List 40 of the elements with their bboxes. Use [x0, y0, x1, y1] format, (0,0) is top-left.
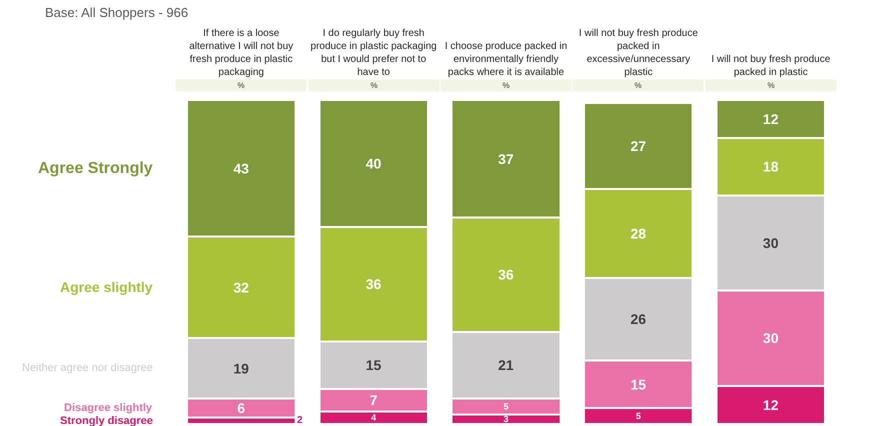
data-label: 21 [498, 357, 514, 374]
data-label: 6 [237, 400, 246, 416]
data-label: 5 [636, 411, 641, 422]
text: Disagree slightly [64, 402, 153, 414]
data-label: 18 [762, 158, 779, 175]
x-tick-label: I will not buy fresh produce packed in excessive/unnecessary plastic [578, 28, 698, 78]
data-label: 19 [233, 360, 250, 376]
data-label: 12 [762, 396, 779, 413]
data-label: 30 [762, 234, 779, 251]
text: Agree slightly [60, 279, 153, 295]
data-label: 3 [503, 414, 509, 424]
data-label: 36 [498, 266, 514, 283]
x-tick-label: I choose produce packed in environmentally friendly packs where it is available [444, 41, 568, 78]
text: % [502, 81, 510, 90]
data-label: 43 [233, 160, 250, 176]
data-label: 27 [630, 138, 646, 154]
data-label: 30 [762, 330, 779, 346]
data-label: 36 [366, 276, 382, 292]
data-label: 7 [370, 392, 378, 408]
data-label: 37 [498, 150, 514, 167]
text: Strongly disagree [60, 415, 153, 426]
data-label: 15 [630, 376, 646, 392]
text: % [634, 81, 642, 90]
text: Agree Strongly [38, 160, 153, 177]
data-label: 12 [762, 111, 779, 128]
text: % [237, 81, 245, 90]
data-label: 32 [233, 279, 250, 296]
data-label: 40 [366, 156, 382, 172]
data-label: 5 [503, 402, 509, 412]
data-label: 28 [630, 225, 646, 242]
x-tick-label: If there is a loose alternative I will not buy fresh produce in plastic packaging [189, 28, 294, 78]
data-label: 2 [297, 415, 303, 426]
x-tick-label: I do regularly buy fresh produce in plastic packaging but I would prefer not to have to [310, 28, 437, 78]
data-label: 15 [366, 357, 382, 374]
data-label: 26 [630, 311, 646, 328]
text: Base: All Shoppers - 966 [45, 5, 188, 20]
x-tick-label: I will not buy fresh produce packed in plastic [711, 54, 831, 78]
text: % [370, 81, 378, 90]
data-label: 4 [371, 412, 376, 423]
text: % [767, 81, 775, 90]
